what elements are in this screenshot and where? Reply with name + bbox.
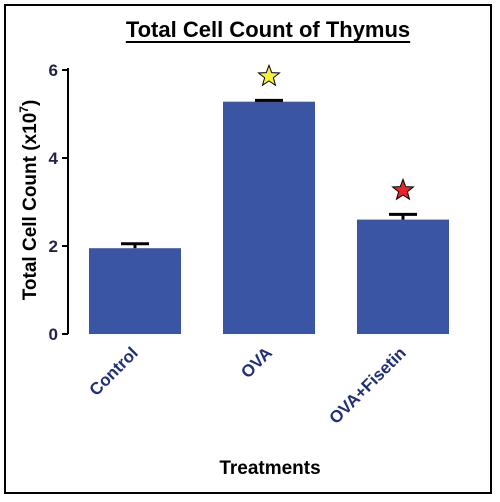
bar <box>357 219 449 334</box>
y-tick-label: 0 <box>49 325 58 344</box>
y-tick-label: 2 <box>49 237 58 256</box>
y-axis-label-exponent: 7 <box>17 106 31 113</box>
star-marker-icon <box>257 63 281 87</box>
chart-title: Total Cell Count of Thymus <box>126 17 410 42</box>
y-axis-label-suffix: ) <box>20 100 41 106</box>
x-tick-label: OVA+Fisetin <box>325 343 409 427</box>
bar <box>89 248 181 334</box>
star-marker-icon <box>391 177 415 201</box>
y-tick-label: 6 <box>49 61 58 80</box>
y-axis-label: Total Cell Count (x107) <box>17 100 41 301</box>
x-axis-label: Treatments <box>219 458 320 479</box>
y-tick-label: 4 <box>49 149 59 168</box>
x-tick-label: Control <box>86 343 142 399</box>
x-tick-label: OVA <box>237 343 276 382</box>
y-axis-label-prefix: Total Cell Count (x10 <box>20 113 41 301</box>
bar <box>223 101 315 335</box>
plot-area: 0 2 4 6 Control OVA OVA+Fisetin <box>49 61 449 428</box>
